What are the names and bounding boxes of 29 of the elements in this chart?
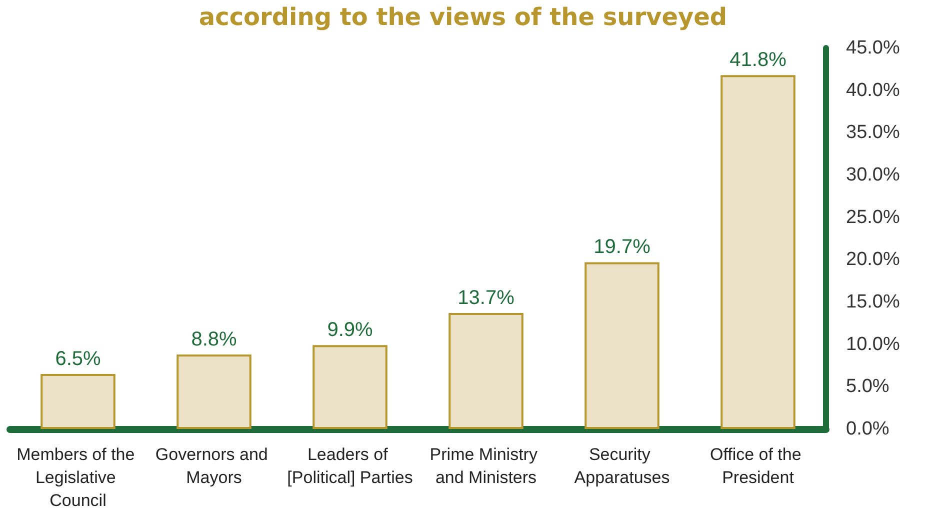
data-label: 13.7% <box>458 287 515 310</box>
y-tick-label: 0.0% <box>846 418 890 440</box>
data-label: 6.5% <box>55 348 102 370</box>
x-tick-label: Members of the Legislative Council <box>16 445 140 510</box>
bar <box>312 345 388 429</box>
y-tick-label: 30.0% <box>846 164 900 186</box>
data-label: 19.7% <box>594 236 651 258</box>
x-tick-label: Office of the President <box>710 445 806 487</box>
x-tick-label: Leaders of [Political] Parties <box>287 445 413 487</box>
y-tick-label: 25.0% <box>846 206 900 228</box>
x-tick-label: Governors and Mayors <box>155 445 273 487</box>
y-tick-label: 15.0% <box>846 292 900 312</box>
data-label: 41.8% <box>730 49 787 72</box>
y-tick-label: 20.0% <box>846 249 900 270</box>
y-tick-label: 40.0% <box>846 80 900 101</box>
y-tick-label: 45.0% <box>846 38 900 58</box>
data-label: 8.8% <box>191 328 238 350</box>
y-tick-label: 5.0% <box>846 376 890 398</box>
bar <box>40 374 116 429</box>
chart-title: according to the views of the surveyed <box>198 3 728 31</box>
data-label: 9.9% <box>327 319 374 342</box>
x-tick-label: Security Apparatuses <box>574 445 670 487</box>
x-tick-label: Prime Ministry and Ministers <box>430 445 542 487</box>
bar <box>584 262 660 429</box>
y-tick-label: 35.0% <box>846 122 900 144</box>
bar <box>720 75 796 429</box>
y-tick-label: 10.0% <box>846 334 900 355</box>
bar <box>176 354 252 429</box>
bar <box>448 313 524 429</box>
